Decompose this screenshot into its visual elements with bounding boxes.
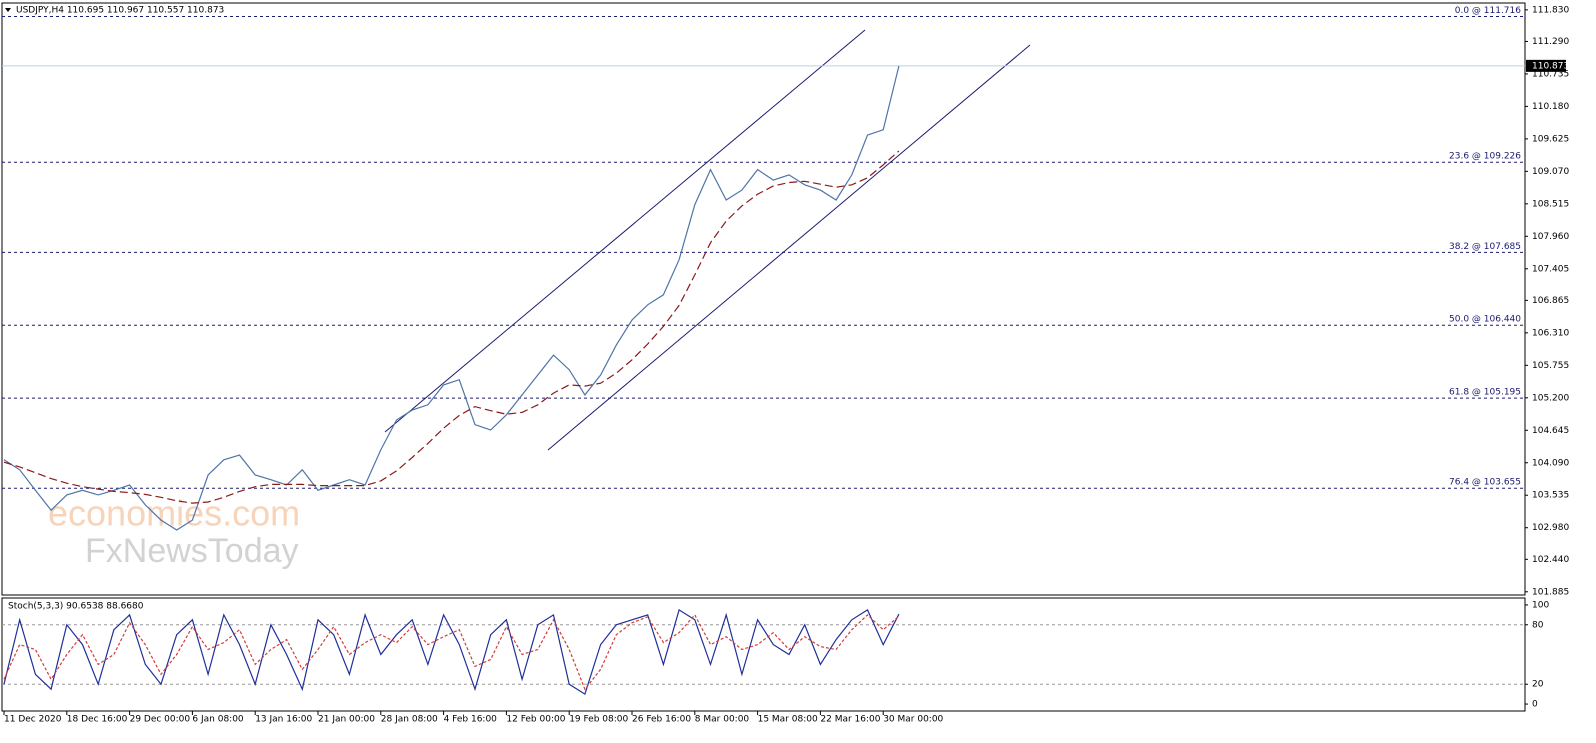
x-tick-label: 18 Dec 16:00 — [67, 715, 128, 725]
series-line — [3, 65, 900, 531]
y-tick-label: 111.290 — [1532, 37, 1569, 47]
y-tick-label: 109.625 — [1532, 134, 1569, 144]
y-tick-label: 106.310 — [1532, 328, 1569, 338]
fib-label: 76.4 @ 103.655 — [1449, 478, 1521, 488]
y-tick-label: 104.090 — [1532, 458, 1569, 468]
x-tick-label: 8 Mar 00:00 — [695, 715, 750, 725]
x-tick-label: 30 Mar 00:00 — [883, 715, 943, 725]
fib-label: 0.0 @ 111.716 — [1455, 6, 1522, 16]
x-tick-label: 29 Dec 00:00 — [130, 715, 191, 725]
x-tick-label: 21 Jan 00:00 — [318, 715, 375, 725]
stoch-panel — [1, 597, 1526, 712]
last-price-box — [1526, 59, 1566, 72]
x-tick-label: 6 Jan 08:00 — [192, 715, 244, 725]
y-tick-label: 100 — [1532, 600, 1549, 610]
y-tick-label: 111.830 — [1532, 5, 1569, 15]
watermark: FxNewsToday — [85, 532, 299, 570]
y-tick-label: 109.070 — [1532, 167, 1569, 177]
x-tick-label: 26 Feb 16:00 — [632, 715, 691, 725]
y-tick-label: 103.535 — [1532, 491, 1569, 501]
watermark: economies.com — [48, 493, 300, 534]
series-line — [3, 613, 900, 691]
y-tick-label: 0 — [1532, 700, 1538, 710]
x-tick-label: 12 Feb 00:00 — [506, 715, 565, 725]
y-tick-label: 104.645 — [1532, 426, 1569, 436]
last-price-label: 110.873 — [1532, 61, 1569, 71]
y-tick-label: 20 — [1532, 680, 1544, 690]
series-line — [3, 150, 900, 504]
y-tick-label: 110.735 — [1532, 69, 1569, 79]
x-tick-label: 4 Feb 16:00 — [444, 715, 498, 725]
series-line — [3, 608, 900, 696]
fib-label: 38.2 @ 107.685 — [1449, 242, 1521, 252]
x-tick-label: 19 Feb 08:00 — [569, 715, 628, 725]
y-tick-label: 102.980 — [1532, 523, 1569, 533]
y-tick-label: 105.755 — [1532, 361, 1569, 371]
y-tick-label: 101.885 — [1532, 587, 1569, 597]
fib-label: 61.8 @ 105.195 — [1449, 388, 1521, 398]
y-tick-label: 107.405 — [1532, 264, 1569, 274]
y-tick-label: 107.960 — [1532, 232, 1569, 242]
fib-label: 23.6 @ 109.226 — [1449, 152, 1521, 162]
y-tick-label: 106.865 — [1532, 296, 1569, 306]
y-tick-label: 105.200 — [1532, 393, 1569, 403]
main-panel — [1, 2, 1526, 596]
menu-arrow[interactable] — [5, 8, 11, 12]
channel-line — [547, 44, 1031, 451]
y-tick-label: 110.180 — [1532, 102, 1569, 112]
x-tick-label: 13 Jan 16:00 — [255, 715, 312, 725]
y-tick-label: 102.440 — [1532, 555, 1569, 565]
chart-title: USDJPY,H4 110.695 110.967 110.557 110.87… — [16, 6, 224, 16]
x-tick-label: 11 Dec 2020 — [4, 715, 62, 725]
fib-label: 50.0 @ 106.440 — [1449, 315, 1521, 325]
x-tick-label: 22 Mar 16:00 — [820, 715, 880, 725]
x-tick-label: 28 Jan 08:00 — [381, 715, 438, 725]
stoch-title: Stoch(5,3,3) 90.6538 88.6680 — [8, 602, 144, 612]
x-tick-label: 15 Mar 08:00 — [758, 715, 818, 725]
y-tick-label: 80 — [1532, 620, 1544, 630]
y-tick-label: 108.515 — [1532, 199, 1569, 209]
channel-line — [384, 29, 866, 433]
